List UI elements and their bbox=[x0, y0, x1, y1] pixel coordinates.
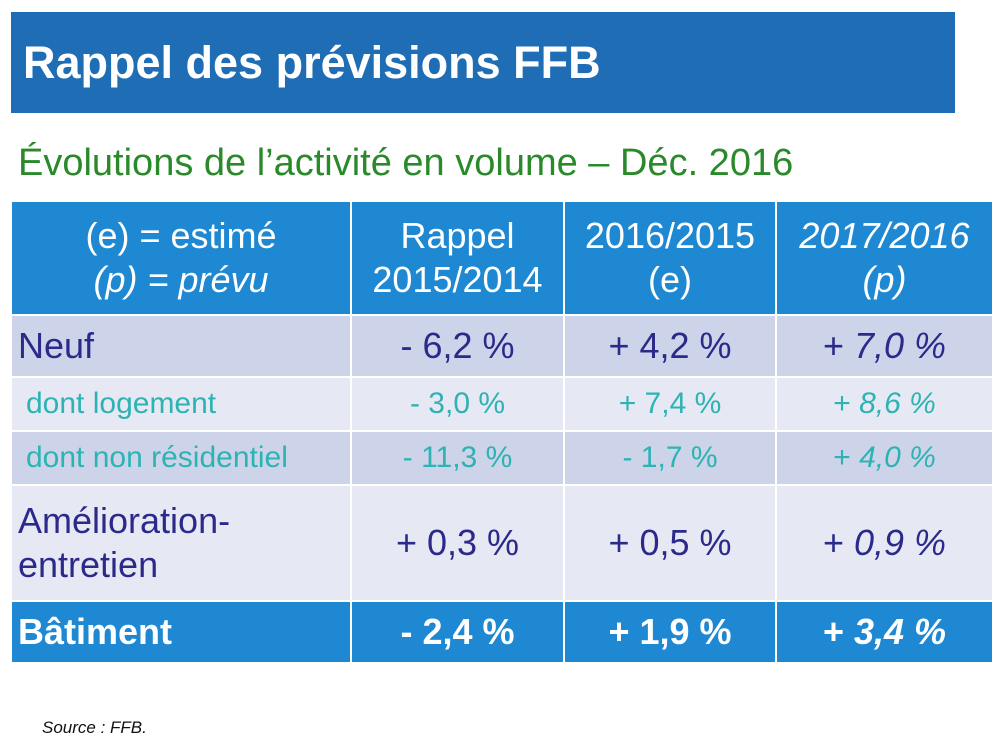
table-row-amelioration: Amélioration- entretien + 0,3 % + 0,5 % … bbox=[10, 484, 994, 602]
title-bar: Rappel des prévisions FFB bbox=[11, 12, 955, 113]
legend-estimated: (e) = estimé bbox=[85, 215, 277, 256]
cell-2017-sign: + bbox=[833, 441, 860, 474]
cell-2017-value: 4,0 % bbox=[859, 441, 936, 474]
cell-rappel: - 6,2 % bbox=[350, 314, 565, 378]
cell-2016: - 1,7 % bbox=[563, 430, 777, 486]
source-note: Source : FFB. bbox=[42, 718, 147, 737]
header-col-rappel-line2: 2015/2014 bbox=[372, 259, 543, 300]
header-col-rappel-line1: Rappel bbox=[400, 215, 515, 256]
header-col-2017-line2: (p) bbox=[862, 259, 907, 300]
row-label: dont non résidentiel bbox=[10, 430, 352, 486]
row-label-line1: Amélioration- bbox=[18, 500, 231, 541]
row-label: Amélioration- entretien bbox=[10, 484, 352, 602]
cell-2016: + 7,4 % bbox=[563, 376, 777, 432]
header-col-rappel: Rappel 2015/2014 bbox=[350, 200, 565, 316]
cell-2017-sign: + bbox=[833, 387, 860, 420]
header-legend: (e) = estimé (p) = prévu bbox=[10, 200, 352, 316]
cell-2016: + 4,2 % bbox=[563, 314, 777, 378]
table-row-batiment: Bâtiment - 2,4 % + 1,9 % + 3,4 % bbox=[10, 600, 994, 664]
cell-2017: + 0,9 % bbox=[775, 484, 994, 602]
cell-rappel: - 3,0 % bbox=[350, 376, 565, 432]
cell-2017: + 4,0 % bbox=[775, 430, 994, 486]
header-col-2017-line1: 2017/2016 bbox=[799, 215, 970, 256]
cell-rappel: + 0,3 % bbox=[350, 484, 565, 602]
legend-forecast: (p) = prévu bbox=[93, 259, 269, 300]
header-col-2016: 2016/2015 (e) bbox=[563, 200, 777, 316]
cell-2017: + 3,4 % bbox=[775, 600, 994, 664]
cell-2017-value: 8,6 % bbox=[859, 387, 936, 420]
table-row-neuf: Neuf - 6,2 % + 4,2 % + 7,0 % bbox=[10, 314, 994, 378]
forecast-table: (e) = estimé (p) = prévu Rappel 2015/201… bbox=[10, 200, 994, 664]
cell-2017-value: 0,9 % bbox=[853, 522, 947, 563]
header-col-2017: 2017/2016 (p) bbox=[775, 200, 994, 316]
table-row-logement: dont logement - 3,0 % + 7,4 % + 8,6 % bbox=[10, 376, 994, 432]
row-label: Bâtiment bbox=[10, 600, 352, 664]
cell-2017: + 8,6 % bbox=[775, 376, 994, 432]
cell-rappel: - 11,3 % bbox=[350, 430, 565, 486]
table-header-row: (e) = estimé (p) = prévu Rappel 2015/201… bbox=[10, 200, 994, 316]
cell-2017-sign: + bbox=[822, 611, 854, 652]
row-label: dont logement bbox=[10, 376, 352, 432]
cell-2017-value: 7,0 % bbox=[853, 325, 947, 366]
header-col-2016-line1: 2016/2015 bbox=[584, 215, 756, 256]
row-label-line2: entretien bbox=[18, 544, 159, 585]
cell-2016: + 0,5 % bbox=[563, 484, 777, 602]
table-row-non-residentiel: dont non résidentiel - 11,3 % - 1,7 % + … bbox=[10, 430, 994, 486]
cell-2017-value: 3,4 % bbox=[853, 611, 947, 652]
cell-2016: + 1,9 % bbox=[563, 600, 777, 664]
cell-rappel: - 2,4 % bbox=[350, 600, 565, 664]
cell-2017-sign: + bbox=[822, 522, 854, 563]
slide-subtitle: Évolutions de l’activité en volume – Déc… bbox=[18, 142, 794, 184]
slide-title: Rappel des prévisions FFB bbox=[23, 36, 601, 88]
row-label: Neuf bbox=[10, 314, 352, 378]
cell-2017-sign: + bbox=[822, 325, 854, 366]
cell-2017: + 7,0 % bbox=[775, 314, 994, 378]
header-col-2016-line2: (e) bbox=[648, 259, 692, 300]
